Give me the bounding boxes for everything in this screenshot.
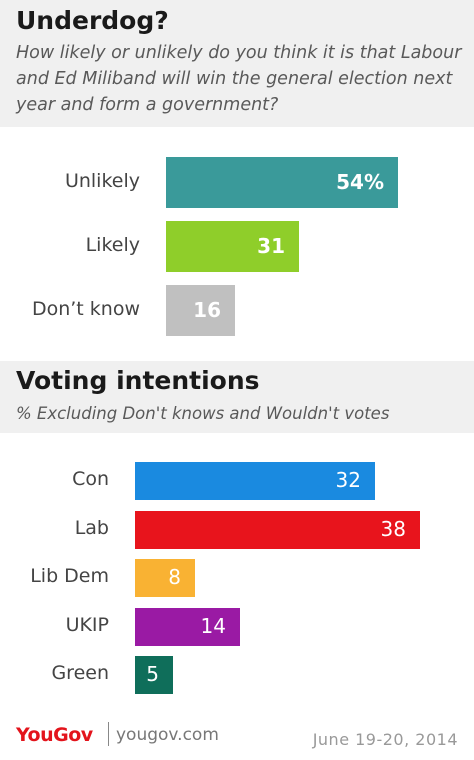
value-label: 31: [257, 233, 285, 258]
value-label: 14: [200, 613, 226, 638]
chart2-subtitle: % Excluding Don't knows and Wouldn't vot…: [16, 404, 390, 423]
category-label: Don’t know: [31, 297, 140, 320]
bar: [166, 221, 299, 272]
value-label: 32: [335, 468, 361, 492]
value-label: 5: [146, 662, 159, 686]
bar: [135, 607, 240, 646]
footer-divider: [108, 722, 109, 746]
category-label: Green: [51, 662, 109, 684]
chart1-subtitle: How likely or unlikely do you think it i…: [16, 43, 462, 115]
category-label: Lib Dem: [30, 565, 109, 587]
bar: [166, 157, 398, 208]
bar: [135, 462, 375, 500]
header-band-2: [0, 361, 474, 433]
category-label: UKIP: [65, 613, 109, 636]
value-label: 8: [168, 565, 181, 589]
value-label: 54%: [336, 169, 384, 194]
category-label: Con: [72, 468, 109, 490]
bar: [135, 656, 173, 694]
value-label: 16: [193, 297, 221, 322]
bar: [166, 285, 235, 336]
bar: [135, 510, 420, 549]
category-label: Likely: [85, 233, 140, 256]
footer-site-link[interactable]: yougov.com: [116, 725, 219, 745]
chart2-title: Voting intentions: [16, 366, 260, 395]
category-label: Unlikely: [64, 169, 140, 192]
footer-date: June 19-20, 2014: [312, 730, 458, 749]
bar: [135, 559, 195, 597]
value-label: 38: [380, 516, 406, 541]
header-band-1: [0, 0, 474, 127]
category-label: Lab: [74, 516, 109, 539]
yougov-logo: YouGov: [16, 724, 93, 746]
chart1-title: Underdog?: [16, 6, 169, 35]
